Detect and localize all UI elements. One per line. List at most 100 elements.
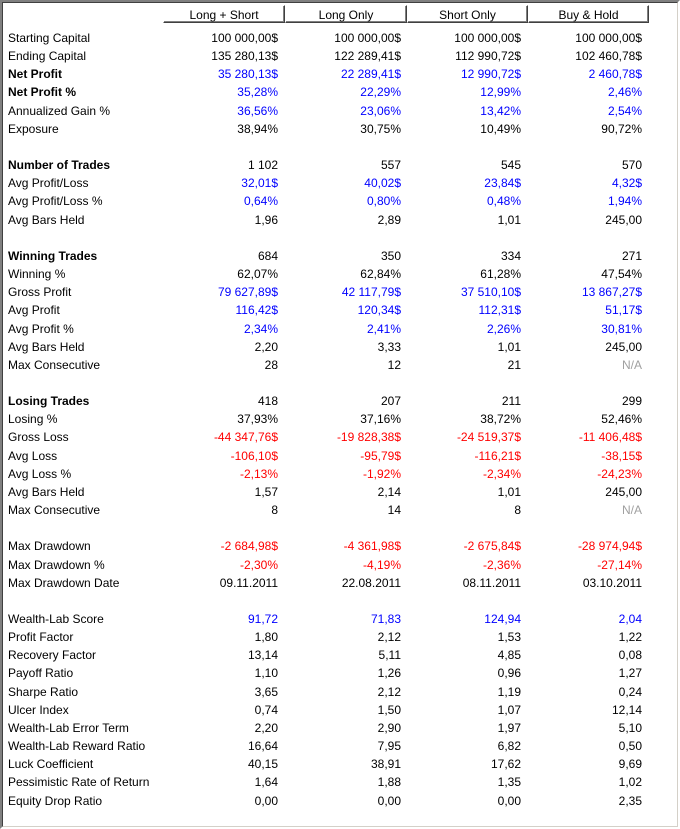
metric-row: Recovery Factor 13,14 5,11 4,85 0,08 (2, 646, 678, 664)
metric-value: -2 684,98$ (220, 539, 278, 554)
metric-value: 13,14 (247, 648, 278, 663)
metric-label: Ulcer Index (8, 702, 69, 717)
metric-value: 23,84$ (484, 176, 521, 191)
metric-row: Payoff Ratio 1,10 1,26 0,96 1,27 (2, 664, 678, 682)
metric-value: 0,00 (377, 793, 401, 808)
metric-value: 13,42% (480, 103, 521, 118)
metric-value: -2,36% (482, 557, 521, 572)
column-header-short-only[interactable]: Short Only (407, 5, 528, 23)
metric-value: 1,94% (607, 194, 642, 209)
metric-label: Recovery Factor (8, 648, 97, 663)
metric-value: 2,41% (366, 321, 401, 336)
metric-value: 2,14 (377, 484, 401, 499)
metric-value: 52,46% (601, 412, 642, 427)
metric-value: 245,00 (605, 339, 642, 354)
metric-value: 3,65 (254, 684, 278, 699)
metric-value: 71,83 (370, 612, 401, 626)
metric-value: 1,26 (377, 666, 401, 681)
metric-value: 30,75% (360, 121, 401, 136)
metric-value: 1,01 (497, 212, 521, 227)
metric-value: -95,79$ (360, 448, 401, 463)
metric-value: -116,21$ (474, 448, 521, 463)
metric-value: 120,34$ (357, 303, 401, 318)
metric-row: Avg Profit/Loss 32,01$ 40,02$ 23,84$ 4,32$ (2, 174, 678, 192)
metric-label: Winning Trades (8, 248, 98, 263)
metric-value: 100 000,00$ (454, 31, 521, 45)
metric-row: Avg Loss % -2,13% -1,92% -2,34% -24,23% (2, 465, 678, 483)
metric-label: Gross Profit (8, 285, 72, 300)
metric-value: 1,19 (497, 684, 521, 699)
metric-value: 0,48% (486, 194, 521, 209)
metric-value: 1,07 (497, 702, 521, 717)
metric-label: Avg Profit/Loss (8, 176, 89, 191)
metric-row: Equity Drop Ratio 0,00 0,00 0,00 2,35 (2, 792, 678, 810)
metric-row: Avg Profit/Loss % 0,64% 0,80% 0,48% 1,94% (2, 192, 678, 210)
metric-value: 38,94% (237, 121, 278, 136)
metric-value: 38,91 (370, 757, 401, 772)
metric-value: 0,50 (618, 739, 642, 754)
metric-label: Max Drawdown % (8, 557, 105, 572)
metric-value: 2,12 (377, 630, 401, 645)
metric-value: -44 347,76$ (213, 430, 278, 445)
metric-value: 334 (500, 248, 521, 263)
metric-value: 23,06% (360, 103, 401, 118)
metric-value: 0,24 (618, 684, 642, 699)
metric-label: Max Consecutive (8, 357, 101, 372)
metric-value: 557 (380, 158, 401, 173)
metric-value: 0,74 (254, 702, 278, 717)
metric-value: 112 990,72$ (455, 49, 521, 64)
metric-value: 2,04 (618, 612, 642, 626)
metric-row: Sharpe Ratio 3,65 2,12 1,19 0,24 (2, 683, 678, 701)
metric-value: 271 (621, 248, 642, 263)
metric-value: 91,72 (247, 612, 278, 626)
metric-value: 2,34% (243, 321, 278, 336)
metric-value: 09.11.2011 (219, 575, 278, 590)
metric-label: Profit Factor (8, 630, 74, 645)
metric-label: Winning % (8, 267, 66, 282)
metric-value: 1,10 (254, 666, 278, 681)
metric-value: 112,31$ (478, 303, 522, 318)
metric-value: 62,07% (237, 267, 278, 282)
metric-label: Sharpe Ratio (8, 684, 79, 699)
metric-row: Losing % 37,93% 37,16% 38,72% 52,46% (2, 410, 678, 428)
metric-row: Max Consecutive 28 12 21 N/A (2, 356, 678, 374)
metric-value: 5,11 (378, 648, 401, 663)
metric-label: Annualized Gain % (8, 103, 111, 118)
metric-value: N/A (621, 357, 642, 372)
metric-value: 37 510,10$ (460, 285, 521, 300)
metric-value: 6,82 (497, 739, 521, 754)
metric-value: 47,54% (601, 267, 642, 282)
column-header-buy-hold[interactable]: Buy & Hold (528, 5, 649, 23)
metric-label: Ending Capital (8, 49, 87, 64)
metric-value: 62,84% (360, 267, 401, 282)
metric-row: Pessimistic Rate of Return 1,64 1,88 1,35 1,… (2, 773, 678, 791)
metric-value: 2,90 (377, 720, 401, 735)
metric-value: 0,00 (254, 793, 278, 808)
metric-value: 38,72% (480, 412, 521, 427)
metric-value: 8 (514, 503, 521, 518)
metric-label: Wealth-Lab Score (8, 612, 104, 626)
metric-row: Winning % 62,07% 62,84% 61,28% 47,54% (2, 265, 678, 283)
metric-value: 207 (380, 394, 401, 409)
metric-value: 570 (621, 158, 642, 173)
column-header-long-only[interactable]: Long Only (285, 5, 407, 23)
metric-value: 418 (257, 394, 278, 409)
spacer-row (2, 138, 678, 156)
column-header-long-short[interactable]: Long + Short (163, 5, 285, 23)
metric-value: 245,00 (605, 212, 642, 227)
metric-value: 0,00 (497, 793, 521, 808)
metric-label: Avg Bars Held (8, 212, 85, 227)
metric-row: Ulcer Index 0,74 1,50 1,07 12,14 (2, 701, 678, 719)
metric-value: 61,28% (480, 267, 521, 282)
metric-value: -2,13% (239, 466, 278, 481)
metric-label: Max Drawdown (8, 539, 91, 554)
metric-value: 1,01 (497, 484, 521, 499)
metric-value: 37,16% (360, 412, 401, 427)
metric-value: 08.11.2011 (462, 575, 521, 590)
metric-value: 122 289,41$ (334, 49, 401, 64)
metric-value: 545 (500, 158, 521, 173)
metric-value: 2 460,78$ (588, 67, 642, 82)
metric-value: 12 (387, 357, 401, 372)
metric-label: Gross Loss (8, 430, 69, 445)
